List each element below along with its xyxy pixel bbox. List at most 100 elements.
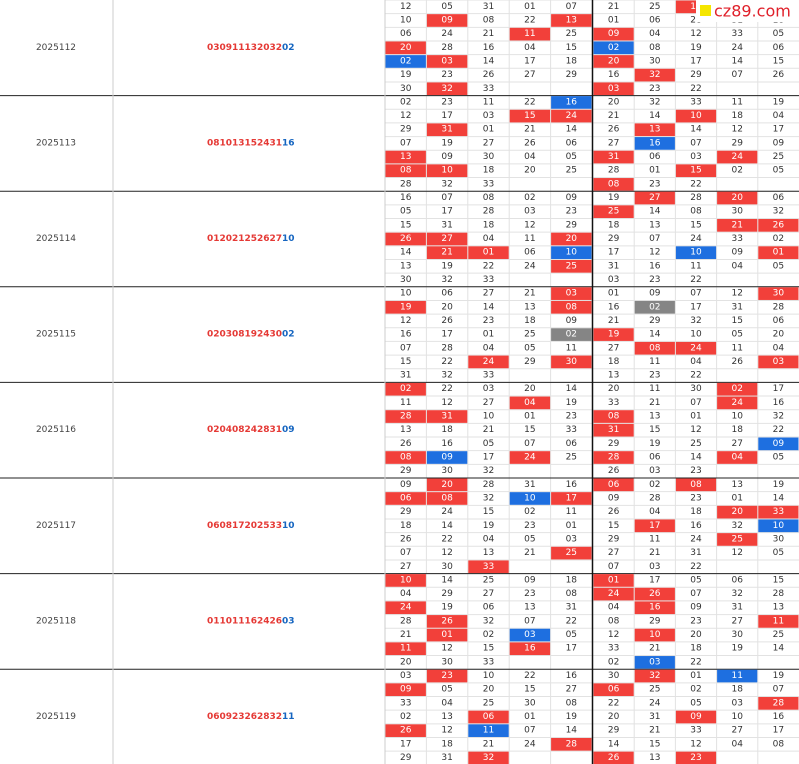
ball-cell	[634, 191, 675, 205]
cell-number: 06	[773, 193, 785, 203]
cell-number: 16	[649, 138, 661, 148]
cell-number: 28	[483, 207, 495, 217]
ball-cell	[426, 478, 468, 492]
cell-number: 12	[690, 29, 701, 39]
cell-number: 10	[400, 575, 412, 585]
back-number: 09	[282, 425, 295, 435]
cell-number: 08	[400, 166, 412, 176]
front-number: 03	[220, 330, 233, 340]
cell-number: 19	[441, 261, 453, 271]
cell-number: 23	[649, 179, 660, 189]
cell-number: 20	[400, 657, 412, 667]
cell-number: 30	[524, 698, 536, 708]
cell-number: 11	[731, 343, 742, 353]
cell-number: 33	[483, 179, 494, 189]
cell-number: 17	[773, 125, 784, 135]
ball-cell	[551, 546, 592, 560]
cell-number: 11	[400, 398, 411, 408]
ball-cell	[551, 492, 592, 505]
back-number: 10	[282, 521, 295, 531]
cell-number: 32	[483, 466, 494, 476]
ball-cell	[758, 355, 799, 369]
cell-number: 22	[690, 275, 701, 285]
cell-number: 23	[649, 84, 660, 94]
cell-number: 22	[441, 384, 452, 394]
cell-number: 17	[690, 56, 701, 66]
cell-number: 22	[690, 657, 701, 667]
cell-number: 04	[441, 698, 453, 708]
cell-number: 26	[608, 753, 620, 763]
cell-number: 14	[566, 726, 578, 736]
ball-cell	[593, 751, 634, 764]
cell-number: 31	[731, 302, 742, 312]
cell-number: 21	[483, 739, 494, 749]
cell-number: 07	[441, 193, 452, 203]
ball-cell	[634, 300, 675, 314]
cell-number: 17	[649, 575, 660, 585]
ball-cell	[426, 82, 468, 96]
cell-number: 03	[649, 562, 660, 572]
cell-number: 09	[608, 493, 620, 503]
cell-number: 31	[524, 480, 535, 490]
cell-number: 32	[773, 207, 784, 217]
cell-number: 30	[649, 56, 661, 66]
cell-number: 02	[608, 657, 619, 667]
cell-number: 01	[524, 712, 535, 722]
logo-bg	[696, 0, 799, 22]
cell-number: 27	[731, 616, 742, 626]
ball-cell	[426, 246, 468, 259]
ball-cell	[426, 410, 468, 423]
cell-number: 10	[690, 111, 702, 121]
cell-number: 12	[731, 289, 742, 299]
cell-number: 29	[400, 753, 412, 763]
cell-number: 15	[524, 111, 535, 121]
cell-number: 14	[649, 111, 661, 121]
cell-number: 24	[524, 453, 536, 463]
cell-number: 31	[608, 152, 619, 162]
cell-number: 23	[690, 616, 701, 626]
front-number: 01	[207, 234, 220, 244]
front-number: 33	[270, 521, 283, 531]
cell-number: 02	[400, 56, 411, 66]
back-number: 11	[282, 712, 295, 722]
cell-number: 06	[608, 685, 620, 695]
cell-number: 11	[400, 644, 411, 654]
logo: cz89.com	[714, 2, 791, 21]
cell-number: 24	[731, 152, 743, 162]
cell-number: 06	[649, 453, 661, 463]
cell-number: 24	[690, 534, 702, 544]
cell-number: 16	[400, 193, 412, 203]
cell-number: 20	[524, 384, 536, 394]
cell-number: 20	[608, 384, 620, 394]
cell-number: 24	[441, 507, 453, 517]
ball-cell	[385, 55, 426, 68]
cell-number: 08	[441, 493, 453, 503]
cell-number: 23	[441, 671, 452, 681]
cell-number: 08	[483, 193, 495, 203]
cell-number: 06	[441, 289, 453, 299]
cell-number: 15	[731, 316, 742, 326]
cell-number: 29	[649, 316, 661, 326]
cell-number: 01	[524, 2, 535, 12]
cell-number: 13	[483, 548, 494, 558]
cell-number: 04	[690, 357, 702, 367]
cell-number: 32	[773, 412, 784, 422]
ball-cell	[426, 14, 468, 27]
front-number: 08	[232, 330, 245, 340]
cell-number: 11	[566, 343, 577, 353]
ball-cell	[758, 437, 799, 451]
ball-cell	[385, 642, 426, 656]
cell-number: 31	[441, 220, 452, 230]
cell-number: 31	[441, 753, 452, 763]
cell-number: 27	[483, 589, 494, 599]
ball-cell	[426, 451, 468, 464]
cell-number: 16	[773, 712, 785, 722]
cell-number: 15	[690, 220, 701, 230]
front-number: 02	[207, 425, 220, 435]
cell-number: 07	[690, 589, 701, 599]
cell-number: 16	[483, 43, 495, 53]
cell-number: 30	[608, 671, 620, 681]
cell-number: 28	[608, 453, 620, 463]
cell-number: 22	[566, 616, 577, 626]
cell-number: 14	[483, 56, 495, 66]
